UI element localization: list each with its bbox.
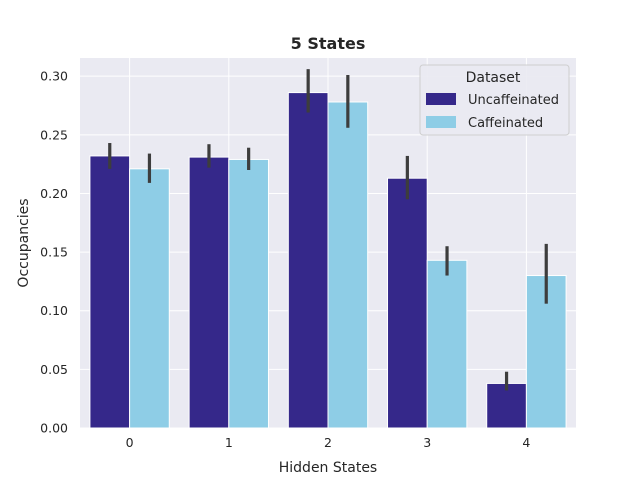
legend-label-uncaffeinated: Uncaffeinated [468,93,559,108]
legend-label-caffeinated: Caffeinated [468,116,543,131]
x-tick-label: 4 [522,435,530,450]
bar-uncaffeinated [89,155,131,429]
bar-uncaffeinated [287,92,329,429]
y-tick-label: 0.25 [40,127,68,142]
bar-caffeinated [327,101,369,429]
chart-title: 5 States [291,34,366,53]
y-tick-label: 0.00 [40,421,68,436]
x-tick-label: 0 [126,435,134,450]
bar-uncaffeinated [486,382,527,429]
tick-labels: 0.00 0.05 0.10 0.15 0.20 0.25 0.30 0 1 2 3 4 [40,69,530,450]
y-tick-label: 0.15 [40,245,68,260]
bar-uncaffeinated [188,156,230,429]
legend-swatch-uncaffeinated [426,93,456,105]
y-axis-label: Occupancies [16,198,32,287]
legend-swatch-caffeinated [426,116,456,128]
y-tick-label: 0.10 [40,303,68,318]
legend-box [419,64,570,136]
y-tick-label: 0.30 [40,69,68,84]
error-bars [108,69,548,391]
x-axis-label: Hidden States [279,460,377,476]
x-tick-label: 1 [225,435,233,450]
y-tick-label: 0.20 [40,186,68,201]
legend: Dataset Uncaffeinated Caffeinated [419,64,570,136]
bar-caffeinated [426,259,468,429]
bar-caffeinated [228,158,269,429]
bars [89,92,567,429]
bar-uncaffeinated [387,177,428,429]
y-tick-label: 0.05 [40,362,68,377]
bar-caffeinated [129,168,170,429]
legend-title: Dataset [466,70,521,86]
x-tick-label: 3 [423,435,431,450]
x-tick-label: 2 [324,435,332,450]
